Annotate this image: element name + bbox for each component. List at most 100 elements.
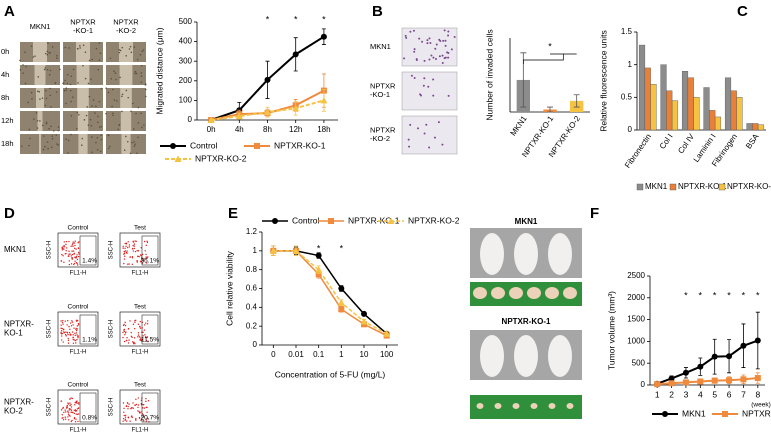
event bbox=[132, 402, 134, 404]
significance: * bbox=[742, 290, 746, 300]
cell bbox=[49, 69, 52, 72]
event bbox=[69, 408, 72, 410]
event bbox=[138, 411, 141, 414]
wound-gap bbox=[76, 65, 90, 85]
cell bbox=[46, 50, 49, 53]
cell bbox=[68, 47, 70, 49]
series-line bbox=[273, 250, 388, 337]
image-label: KO-2 bbox=[4, 407, 23, 416]
cell bbox=[413, 77, 416, 80]
cell bbox=[124, 135, 127, 138]
cell bbox=[125, 89, 128, 92]
cell bbox=[437, 121, 440, 124]
event bbox=[67, 339, 70, 342]
event bbox=[60, 324, 62, 326]
event bbox=[76, 413, 78, 416]
cell bbox=[65, 87, 68, 89]
event bbox=[75, 257, 77, 259]
marker bbox=[726, 353, 733, 360]
cell bbox=[33, 118, 35, 120]
axis-label: FL1-H bbox=[132, 271, 149, 277]
significance: * bbox=[340, 243, 344, 253]
cell bbox=[29, 137, 31, 140]
event bbox=[139, 327, 142, 329]
event bbox=[63, 248, 65, 250]
cell bbox=[133, 145, 136, 147]
event bbox=[146, 257, 148, 259]
cell bbox=[127, 96, 130, 99]
event bbox=[136, 250, 138, 252]
series-line bbox=[273, 250, 388, 335]
event bbox=[71, 250, 73, 252]
event bbox=[70, 406, 73, 408]
event bbox=[76, 338, 78, 341]
cell bbox=[41, 124, 44, 127]
cell bbox=[421, 40, 424, 43]
y-tick-label: 1.5 bbox=[621, 27, 633, 36]
cell bbox=[405, 36, 408, 39]
y-axis-label: Number of invaded cells bbox=[484, 29, 494, 120]
event bbox=[146, 262, 148, 264]
cell bbox=[441, 143, 444, 146]
cell bbox=[44, 104, 47, 107]
percentage: 0.8% bbox=[82, 415, 97, 422]
event bbox=[74, 256, 76, 258]
legend-label: MKN1 bbox=[645, 182, 668, 191]
event bbox=[131, 257, 134, 259]
event bbox=[145, 256, 147, 258]
wound-gap bbox=[78, 134, 88, 154]
tumor bbox=[545, 287, 559, 299]
event bbox=[61, 335, 63, 337]
cell bbox=[82, 64, 84, 67]
tumor bbox=[566, 403, 574, 409]
x-tick-label: 0.01 bbox=[288, 350, 304, 359]
event bbox=[61, 247, 63, 249]
cell bbox=[46, 53, 49, 56]
event bbox=[76, 325, 79, 327]
cell bbox=[444, 39, 447, 42]
event bbox=[142, 414, 145, 416]
cell bbox=[24, 82, 27, 85]
cell bbox=[37, 76, 40, 78]
event bbox=[134, 240, 136, 242]
cell bbox=[139, 53, 142, 56]
cell bbox=[75, 127, 78, 130]
cell bbox=[47, 147, 49, 150]
marker bbox=[264, 76, 271, 83]
tumor bbox=[527, 287, 541, 299]
cell bbox=[98, 126, 101, 128]
cell bbox=[42, 148, 45, 151]
event bbox=[71, 397, 74, 400]
cell bbox=[25, 65, 27, 68]
event bbox=[140, 399, 143, 401]
cell bbox=[41, 97, 44, 99]
cell bbox=[84, 77, 87, 80]
image-label: -KO-2 bbox=[370, 134, 390, 143]
wound-gap bbox=[33, 42, 47, 62]
cell bbox=[137, 136, 139, 139]
event bbox=[70, 403, 72, 406]
cell bbox=[45, 89, 47, 92]
image-label: MKN1 bbox=[30, 22, 51, 31]
event bbox=[71, 331, 74, 333]
y-tick-label: 0.6 bbox=[246, 284, 258, 293]
event bbox=[145, 400, 147, 403]
event bbox=[131, 248, 134, 250]
y-tick-label: 0.8 bbox=[246, 265, 258, 274]
x-tick-label: 6 bbox=[727, 389, 732, 399]
event bbox=[72, 242, 74, 245]
bar bbox=[709, 110, 716, 131]
bar bbox=[660, 64, 667, 131]
cell bbox=[118, 124, 121, 127]
axis-label: SSC-H bbox=[47, 320, 53, 339]
event bbox=[74, 240, 76, 242]
event bbox=[125, 243, 128, 245]
x-tick-label: 4h bbox=[235, 125, 244, 134]
event bbox=[64, 334, 67, 336]
event bbox=[65, 252, 67, 255]
cell bbox=[80, 144, 83, 146]
event bbox=[147, 320, 149, 322]
cell bbox=[91, 105, 93, 107]
cell bbox=[428, 58, 431, 61]
